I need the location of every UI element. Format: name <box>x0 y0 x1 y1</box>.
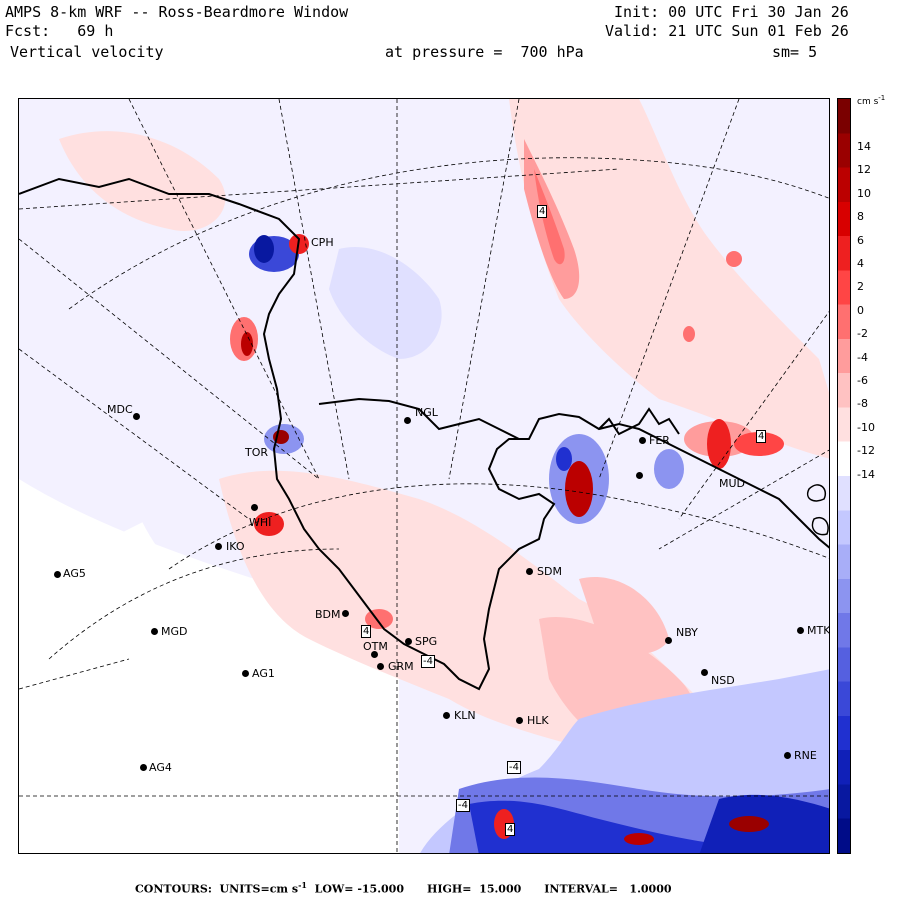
station-label: AG1 <box>252 667 275 680</box>
station-marker <box>140 764 147 771</box>
station-marker <box>636 472 643 479</box>
coastline <box>19 177 829 691</box>
station-label: NBY <box>676 626 698 639</box>
station-marker <box>251 504 258 511</box>
colorbar-tick-label: 2 <box>857 280 864 294</box>
colorbar-tick-label: 6 <box>857 233 864 247</box>
contour-label: 4 <box>537 205 548 218</box>
positive-core <box>579 577 669 654</box>
station-label: TOR <box>245 446 269 459</box>
station-marker <box>151 628 158 635</box>
station-label: WHI <box>249 516 272 529</box>
station-label: GRM <box>388 660 414 673</box>
convective-cells <box>230 234 784 845</box>
station-marker <box>701 669 708 676</box>
contour-info: CONTOURS: UNITS=cm s-1 LOW= -15.000 HIGH… <box>135 880 672 896</box>
station-marker <box>665 637 672 644</box>
contour-label: 4 <box>505 823 516 836</box>
contour-label: -4 <box>421 655 435 668</box>
station-marker <box>342 610 349 617</box>
strong-downdraft-core <box>469 800 719 853</box>
station-label: CPH <box>311 236 334 249</box>
colorbar-tick-label: 14 <box>857 140 871 153</box>
station-marker <box>215 543 222 550</box>
station-marker <box>516 717 523 724</box>
station-label: FER <box>649 434 670 447</box>
station-label: NSD <box>711 674 735 687</box>
colorbar-tick-label: 12 <box>857 163 871 177</box>
station-label: SDM <box>537 565 562 578</box>
colorbar-tick-label: 4 <box>857 257 864 270</box>
island-outlines <box>807 484 829 536</box>
station-marker <box>443 712 450 719</box>
colorbar-tick-label: -10 <box>857 420 875 434</box>
station-marker <box>784 752 791 759</box>
station-label: SPG <box>415 635 438 648</box>
colorbar-tick-label: -2 <box>857 327 868 341</box>
contour-label: 4 <box>361 625 372 638</box>
map-title: AMPS 8-km WRF -- Ross-Beardmore Window <box>5 3 349 21</box>
station-label: IKO <box>226 540 245 553</box>
valid-time: Valid: 21 UTC Sun 01 Feb 26 <box>605 22 849 40</box>
station-label: RNE <box>794 749 817 762</box>
positive-area-ne <box>509 99 829 459</box>
station-label: HLK <box>527 714 549 727</box>
colorbar-tick-label: -8 <box>857 397 868 411</box>
station-marker <box>797 627 804 634</box>
colorbar-tick-label: 8 <box>857 210 864 224</box>
station-marker <box>405 638 412 645</box>
pressure-level: at pressure = 700 hPa <box>385 43 584 61</box>
contour-label: -4 <box>456 799 470 812</box>
variable-name: Vertical velocity <box>10 43 164 61</box>
station-label: MGD <box>161 625 188 638</box>
station-label: OTM <box>363 640 388 653</box>
ridge-updraft-core <box>534 169 565 265</box>
color-scale-bar <box>837 98 851 854</box>
station-marker <box>404 417 411 424</box>
station-label: NGL <box>415 406 438 419</box>
station-marker <box>133 413 140 420</box>
smoothing-label: sm= 5 <box>772 43 818 61</box>
contour-label: -4 <box>507 761 521 774</box>
colorbar-unit: cm s-1 <box>857 94 886 107</box>
station-marker <box>377 663 384 670</box>
station-marker <box>526 568 533 575</box>
station-label: MTK <box>807 624 830 637</box>
contour-label: 4 <box>756 430 767 443</box>
station-label: BDM <box>315 608 341 621</box>
station-label: MDC <box>107 403 133 416</box>
colorbar-tick-label: -4 <box>857 350 868 364</box>
forecast-hour: Fcst: 69 h <box>5 22 114 40</box>
colorbar-tick-label: 0 <box>857 303 864 317</box>
positive-area-nw <box>59 131 226 231</box>
station-label: KLN <box>454 709 476 722</box>
map-canvas <box>19 99 829 853</box>
colorbar-tick-label: -14 <box>857 467 875 481</box>
no-data-strip <box>115 522 226 633</box>
negative-area <box>329 247 442 359</box>
station-label: AG4 <box>149 761 172 774</box>
station-label: MUD <box>719 477 746 490</box>
station-marker <box>54 571 61 578</box>
station-marker <box>242 670 249 677</box>
station-label: AG5 <box>63 567 86 580</box>
vertical-velocity-map: MDC NGL TOR WHI IKO AG5 MGD AG1 AG4 BDM … <box>18 98 830 854</box>
station-marker <box>371 651 378 658</box>
colorbar-tick-label: -6 <box>857 374 868 387</box>
station-marker <box>639 437 646 444</box>
no-data-region <box>19 479 399 853</box>
init-time: Init: 00 UTC Fri 30 Jan 26 <box>614 3 849 21</box>
colorbar-tick-label: -12 <box>857 444 875 458</box>
graticule <box>19 99 829 853</box>
colorbar-tick-label: 10 <box>857 186 871 200</box>
